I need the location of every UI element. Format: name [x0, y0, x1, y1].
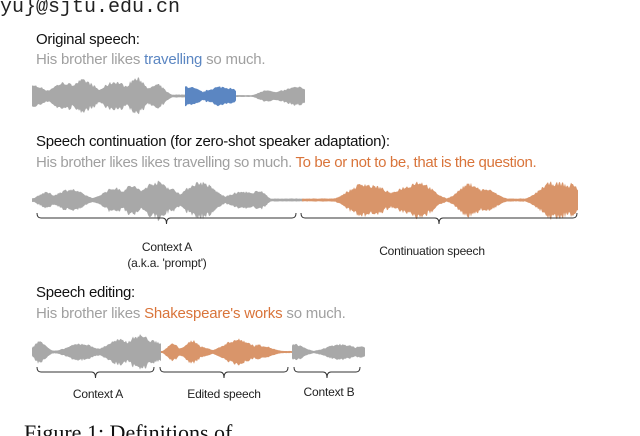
continuation-title: Speech continuation (for zero-shot speak… — [36, 133, 390, 150]
context-a-label: Context A — [141, 240, 193, 254]
context-a-brace — [36, 212, 297, 225]
sentence-text: His brother likes — [36, 51, 145, 68]
sentence-text: His brother likes likes travelling so mu… — [36, 154, 296, 171]
original-waveform-word — [185, 86, 236, 107]
edited-speech-label: Edited speech — [187, 387, 261, 401]
edited-waveform — [161, 338, 292, 366]
edited-brace — [159, 366, 289, 379]
context-a-brace — [36, 366, 155, 379]
sentence-text: so much. — [202, 51, 266, 68]
sentence-text: His brother likes — [36, 305, 145, 322]
prompt-note: (a.k.a. 'prompt') — [127, 256, 207, 270]
highlighted-text: Shakespeare's works — [144, 305, 283, 322]
original-waveform-context — [32, 77, 185, 115]
continuation-waveform — [302, 181, 578, 220]
continuation-speech-label: Continuation speech — [379, 244, 485, 258]
figure-caption: Figure 1: Definitions of — [24, 420, 233, 436]
context-a-waveform — [32, 334, 161, 370]
original-sentence: His brother likes travelling so much. — [36, 51, 266, 68]
original-speech-title: Original speech: — [36, 31, 140, 48]
continuation-sentence: His brother likes likes travelling so mu… — [36, 154, 537, 171]
author-email-fragment: yu}@sjtu.edu.cn — [0, 0, 181, 19]
context-b-label: Context B — [303, 385, 355, 399]
context-b-brace — [293, 366, 361, 379]
context-a-waveform — [32, 180, 302, 222]
original-waveform-context — [236, 86, 305, 106]
highlighted-word: travelling — [144, 51, 203, 68]
editing-title: Speech editing: — [36, 284, 135, 301]
sentence-text: so much. — [282, 305, 346, 322]
highlighted-text: To be or not to be, that is the question… — [295, 154, 537, 171]
continuation-brace — [300, 212, 578, 225]
context-b-waveform — [292, 343, 365, 361]
editing-sentence: His brother likes Shakespeare's works so… — [36, 305, 346, 322]
context-a-label: Context A — [72, 387, 124, 401]
